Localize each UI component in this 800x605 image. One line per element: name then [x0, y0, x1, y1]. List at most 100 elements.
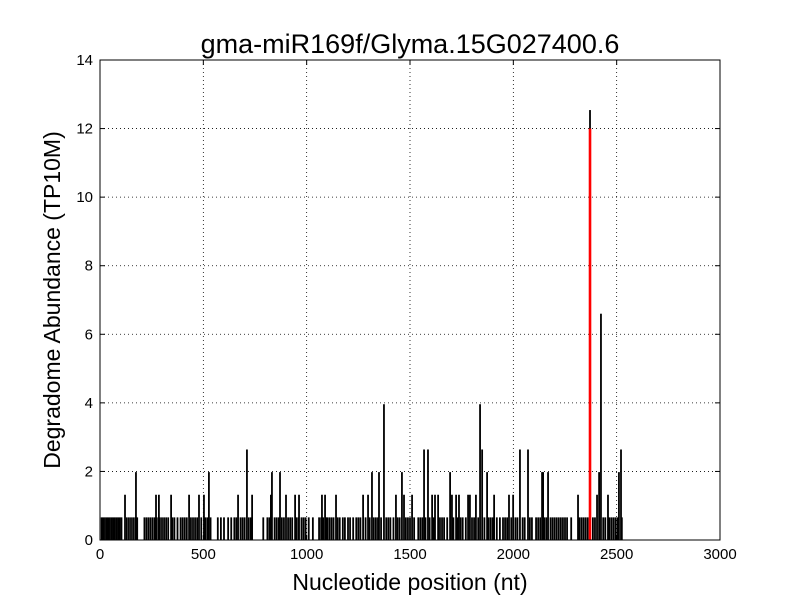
bar	[421, 517, 424, 540]
peak-bar	[237, 494, 239, 540]
peak-bar	[512, 494, 515, 540]
bar	[115, 517, 118, 540]
bar	[516, 517, 519, 540]
x-tick-label: 2000	[497, 546, 530, 563]
y-tick-label: 12	[76, 121, 93, 138]
peak-bar	[135, 472, 137, 540]
bar	[241, 517, 244, 540]
x-tick-label: 3000	[703, 546, 736, 563]
peak-bar	[527, 449, 529, 540]
peak-bar	[124, 494, 126, 540]
bar	[506, 517, 509, 540]
peak-bar	[335, 494, 337, 540]
bar	[398, 517, 401, 540]
peak-bar	[401, 472, 403, 540]
bar	[614, 517, 617, 540]
bar	[125, 517, 128, 540]
bar	[173, 517, 176, 540]
bar	[143, 517, 146, 540]
peak-bar	[383, 404, 385, 540]
bar	[380, 517, 382, 540]
bar	[549, 517, 552, 540]
bar	[167, 517, 170, 540]
bar	[185, 517, 188, 540]
peak-bar	[437, 494, 440, 540]
bar	[364, 517, 367, 540]
bar	[220, 517, 222, 540]
chart-title: gma-miR169f/Glyma.15G027400.6	[201, 29, 620, 59]
bar	[377, 517, 379, 540]
bar	[287, 517, 289, 540]
peak-bar	[378, 472, 380, 540]
peak-bar	[198, 494, 200, 540]
bar	[477, 517, 480, 540]
bar	[375, 517, 377, 540]
bar	[510, 517, 513, 540]
peak-bar	[467, 494, 469, 540]
peak-bar	[270, 494, 272, 540]
bar	[446, 517, 449, 540]
bar	[194, 517, 196, 540]
bar	[273, 517, 276, 540]
bar	[514, 517, 517, 540]
bar	[117, 517, 120, 540]
bar	[610, 517, 613, 540]
bar	[227, 517, 230, 540]
bar	[592, 517, 594, 540]
bar	[330, 517, 333, 540]
bar	[165, 517, 168, 540]
bar	[471, 517, 473, 540]
y-tick-label: 10	[76, 189, 93, 206]
bar	[132, 517, 134, 540]
bar	[504, 517, 506, 540]
bar	[531, 517, 533, 540]
peak-bar	[271, 472, 273, 540]
bar	[543, 517, 546, 540]
bar	[235, 517, 238, 540]
bar	[385, 517, 388, 540]
bar	[428, 517, 431, 540]
bar	[502, 517, 504, 540]
peak-bar	[431, 494, 434, 540]
bar	[551, 517, 554, 540]
peak-bar	[321, 494, 323, 540]
bar	[300, 517, 303, 540]
bar	[113, 517, 116, 540]
bar	[161, 517, 163, 540]
peak-bar	[279, 472, 281, 540]
bar	[112, 517, 115, 540]
bar	[183, 517, 186, 540]
peak-bar	[607, 494, 609, 540]
peak-bar	[170, 494, 172, 540]
peak-bar	[508, 494, 510, 540]
bar	[307, 517, 310, 540]
bar	[368, 517, 371, 540]
bar	[566, 517, 568, 540]
peak-bar	[600, 313, 602, 540]
bar	[604, 517, 607, 540]
bar	[295, 517, 298, 540]
peak-bar	[449, 472, 451, 540]
bar	[196, 517, 199, 540]
peak-bar	[596, 494, 598, 540]
peak-bar	[324, 494, 326, 540]
peak-bar	[411, 494, 413, 540]
bar	[243, 517, 246, 540]
bar	[578, 517, 581, 540]
bar	[149, 517, 152, 540]
bar	[584, 517, 587, 540]
bar	[153, 517, 156, 540]
peak-bar	[519, 449, 521, 540]
bar	[171, 517, 174, 540]
bar	[452, 517, 455, 540]
bar	[190, 517, 192, 540]
bar	[580, 517, 583, 540]
x-tick-label: 0	[96, 546, 104, 563]
bar	[102, 517, 105, 540]
peak-bar	[493, 494, 496, 540]
bar	[521, 517, 524, 540]
bar	[209, 517, 212, 540]
peak-bar	[251, 494, 254, 540]
bar	[110, 517, 113, 540]
